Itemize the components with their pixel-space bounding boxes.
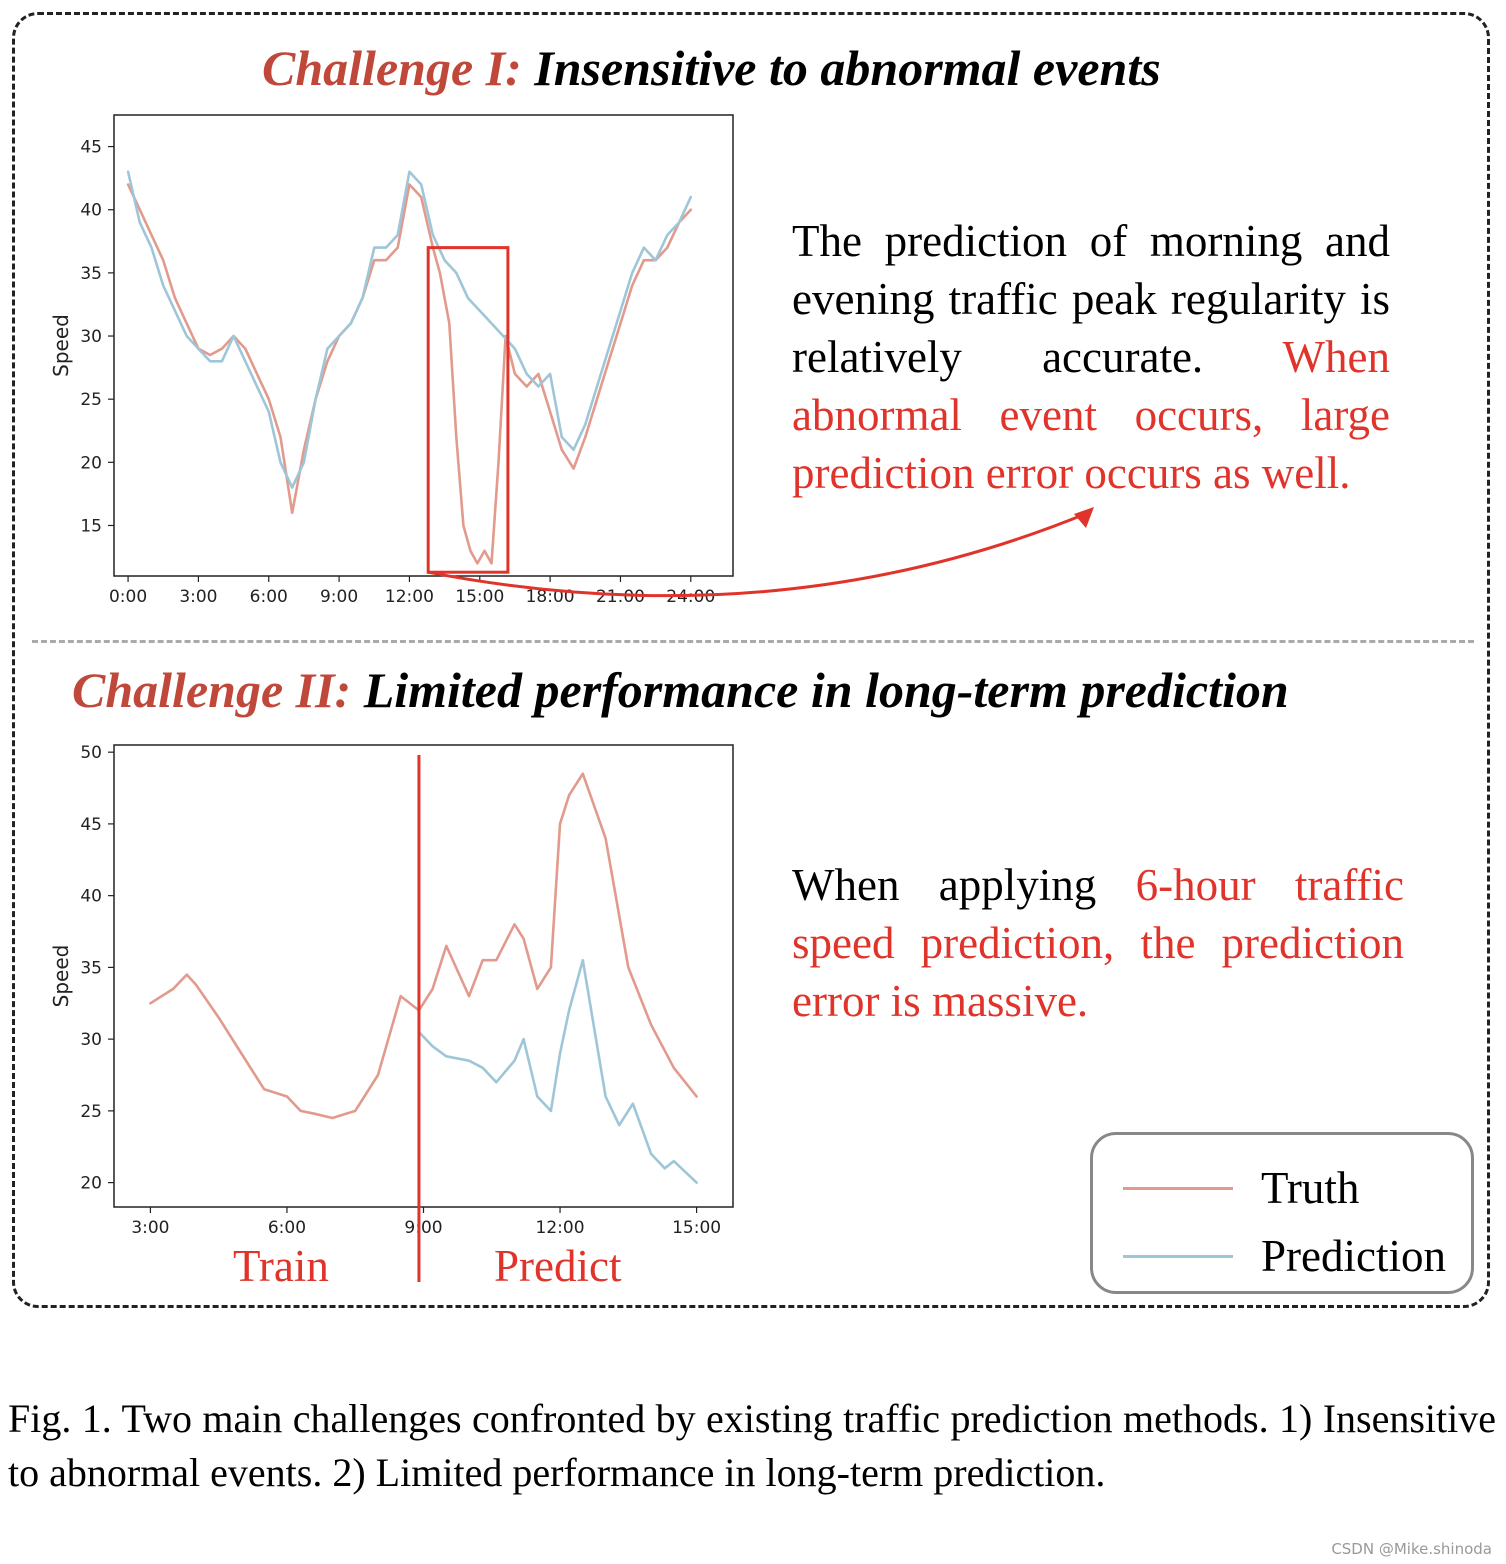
chart2-y-tick-label: 40 (80, 887, 102, 907)
challenge-1-title-lead: Challenge I: (262, 40, 522, 96)
challenge-1-desc-highlight: When abnormal event occurs, large predic… (792, 332, 1390, 498)
watermark: CSDN @Mike.shinoda (1331, 1540, 1492, 1558)
challenge-1-description: The prediction of morning and evening tr… (792, 212, 1390, 502)
chart2-plot-frame (113, 744, 734, 1208)
chart1-x-tick-label: 9:00 (320, 587, 358, 607)
legend-swatch-truth (1123, 1187, 1233, 1190)
chart1-series-prediction-line (126, 170, 693, 489)
legend-item-prediction: Prediction (1123, 1227, 1463, 1287)
train-label: Train (233, 1241, 329, 1291)
chart2-y-tick-label: 25 (80, 1102, 102, 1122)
challenge-1-title-rest: Insensitive to abnormal events (521, 40, 1161, 96)
chart2-x-tick-label: 9:00 (404, 1218, 442, 1238)
chart1-abnormal-event-box (426, 246, 510, 574)
chart1-y-tick-label: 25 (80, 390, 102, 410)
chart1-x-tick-label: 21:00 (596, 587, 645, 607)
chart1-y-tick-label: 45 (80, 138, 102, 158)
predict-label: Predict (494, 1241, 622, 1291)
chart2-x-tick-label: 12:00 (536, 1218, 585, 1238)
legend-label-prediction: Prediction (1261, 1231, 1446, 1281)
challenge-2-title-rest: Limited performance in long-term predict… (351, 662, 1289, 718)
chart1-y-tick-label: 35 (80, 264, 102, 284)
chart1-x-tick-label: 0:00 (109, 587, 147, 607)
chart2-y-tick-label: 50 (80, 743, 102, 763)
chart1-plot-frame (113, 114, 734, 577)
chart2-series-truth-line (149, 772, 698, 1120)
chart2-y-tick-label: 35 (80, 958, 102, 978)
chart1-x-tick-label: 12:00 (385, 587, 434, 607)
chart1-callout-arrow-head (1074, 507, 1094, 528)
chart1-x-tick-label: 6:00 (250, 587, 288, 607)
chart1-y-axis-label: Speed (49, 314, 73, 377)
challenge-2-desc-highlight: 6-hour traffic speed prediction, the pre… (792, 860, 1404, 1026)
chart-legend: Truth Prediction (1090, 1132, 1474, 1294)
legend-label-truth: Truth (1261, 1163, 1360, 1213)
challenge-2-description: When applying 6-hour traffic speed predi… (792, 856, 1404, 1030)
chart2-x-tick-label: 3:00 (131, 1218, 169, 1238)
chart1-y-tick-label: 15 (80, 516, 102, 536)
chart2-x-tick-label: 6:00 (268, 1218, 306, 1238)
legend-item-truth: Truth (1123, 1159, 1463, 1219)
chart1-y-tick-label: 20 (80, 453, 102, 473)
chart1-callout-arrow (427, 510, 1091, 598)
chart2-y-tick-label: 30 (80, 1030, 102, 1050)
challenge-2-title: Challenge II: Limited performance in lon… (72, 662, 1289, 718)
legend-swatch-prediction (1123, 1255, 1233, 1258)
chart1-x-tick-label: 15:00 (455, 587, 504, 607)
chart1-x-tick-label: 3:00 (179, 587, 217, 607)
challenge-2-desc-plain: When applying (792, 860, 1136, 910)
chart2-y-tick-label: 20 (80, 1174, 102, 1194)
chart2-y-axis-label: Speed (49, 945, 73, 1008)
outer-dashed-frame (12, 12, 1490, 1308)
figure-caption: Fig. 1. Two main challenges confronted b… (8, 1396, 1496, 1495)
chart1-series-truth-line (126, 183, 693, 565)
challenge-1-title: Challenge I: Insensitive to abnormal eve… (262, 40, 1161, 96)
chart2-y-tick-label: 45 (80, 815, 102, 835)
panel-divider (32, 640, 1474, 643)
chart1-y-tick-label: 30 (80, 327, 102, 347)
chart2-x-tick-label: 15:00 (672, 1218, 721, 1238)
chart1-x-tick-label: 24:00 (666, 587, 715, 607)
challenge-2-title-lead: Challenge II: (72, 662, 352, 718)
chart2-series-prediction-line (417, 958, 698, 1184)
chart1-y-tick-label: 40 (80, 201, 102, 221)
challenge-1-desc-plain: The prediction of morning and evening tr… (792, 216, 1390, 382)
